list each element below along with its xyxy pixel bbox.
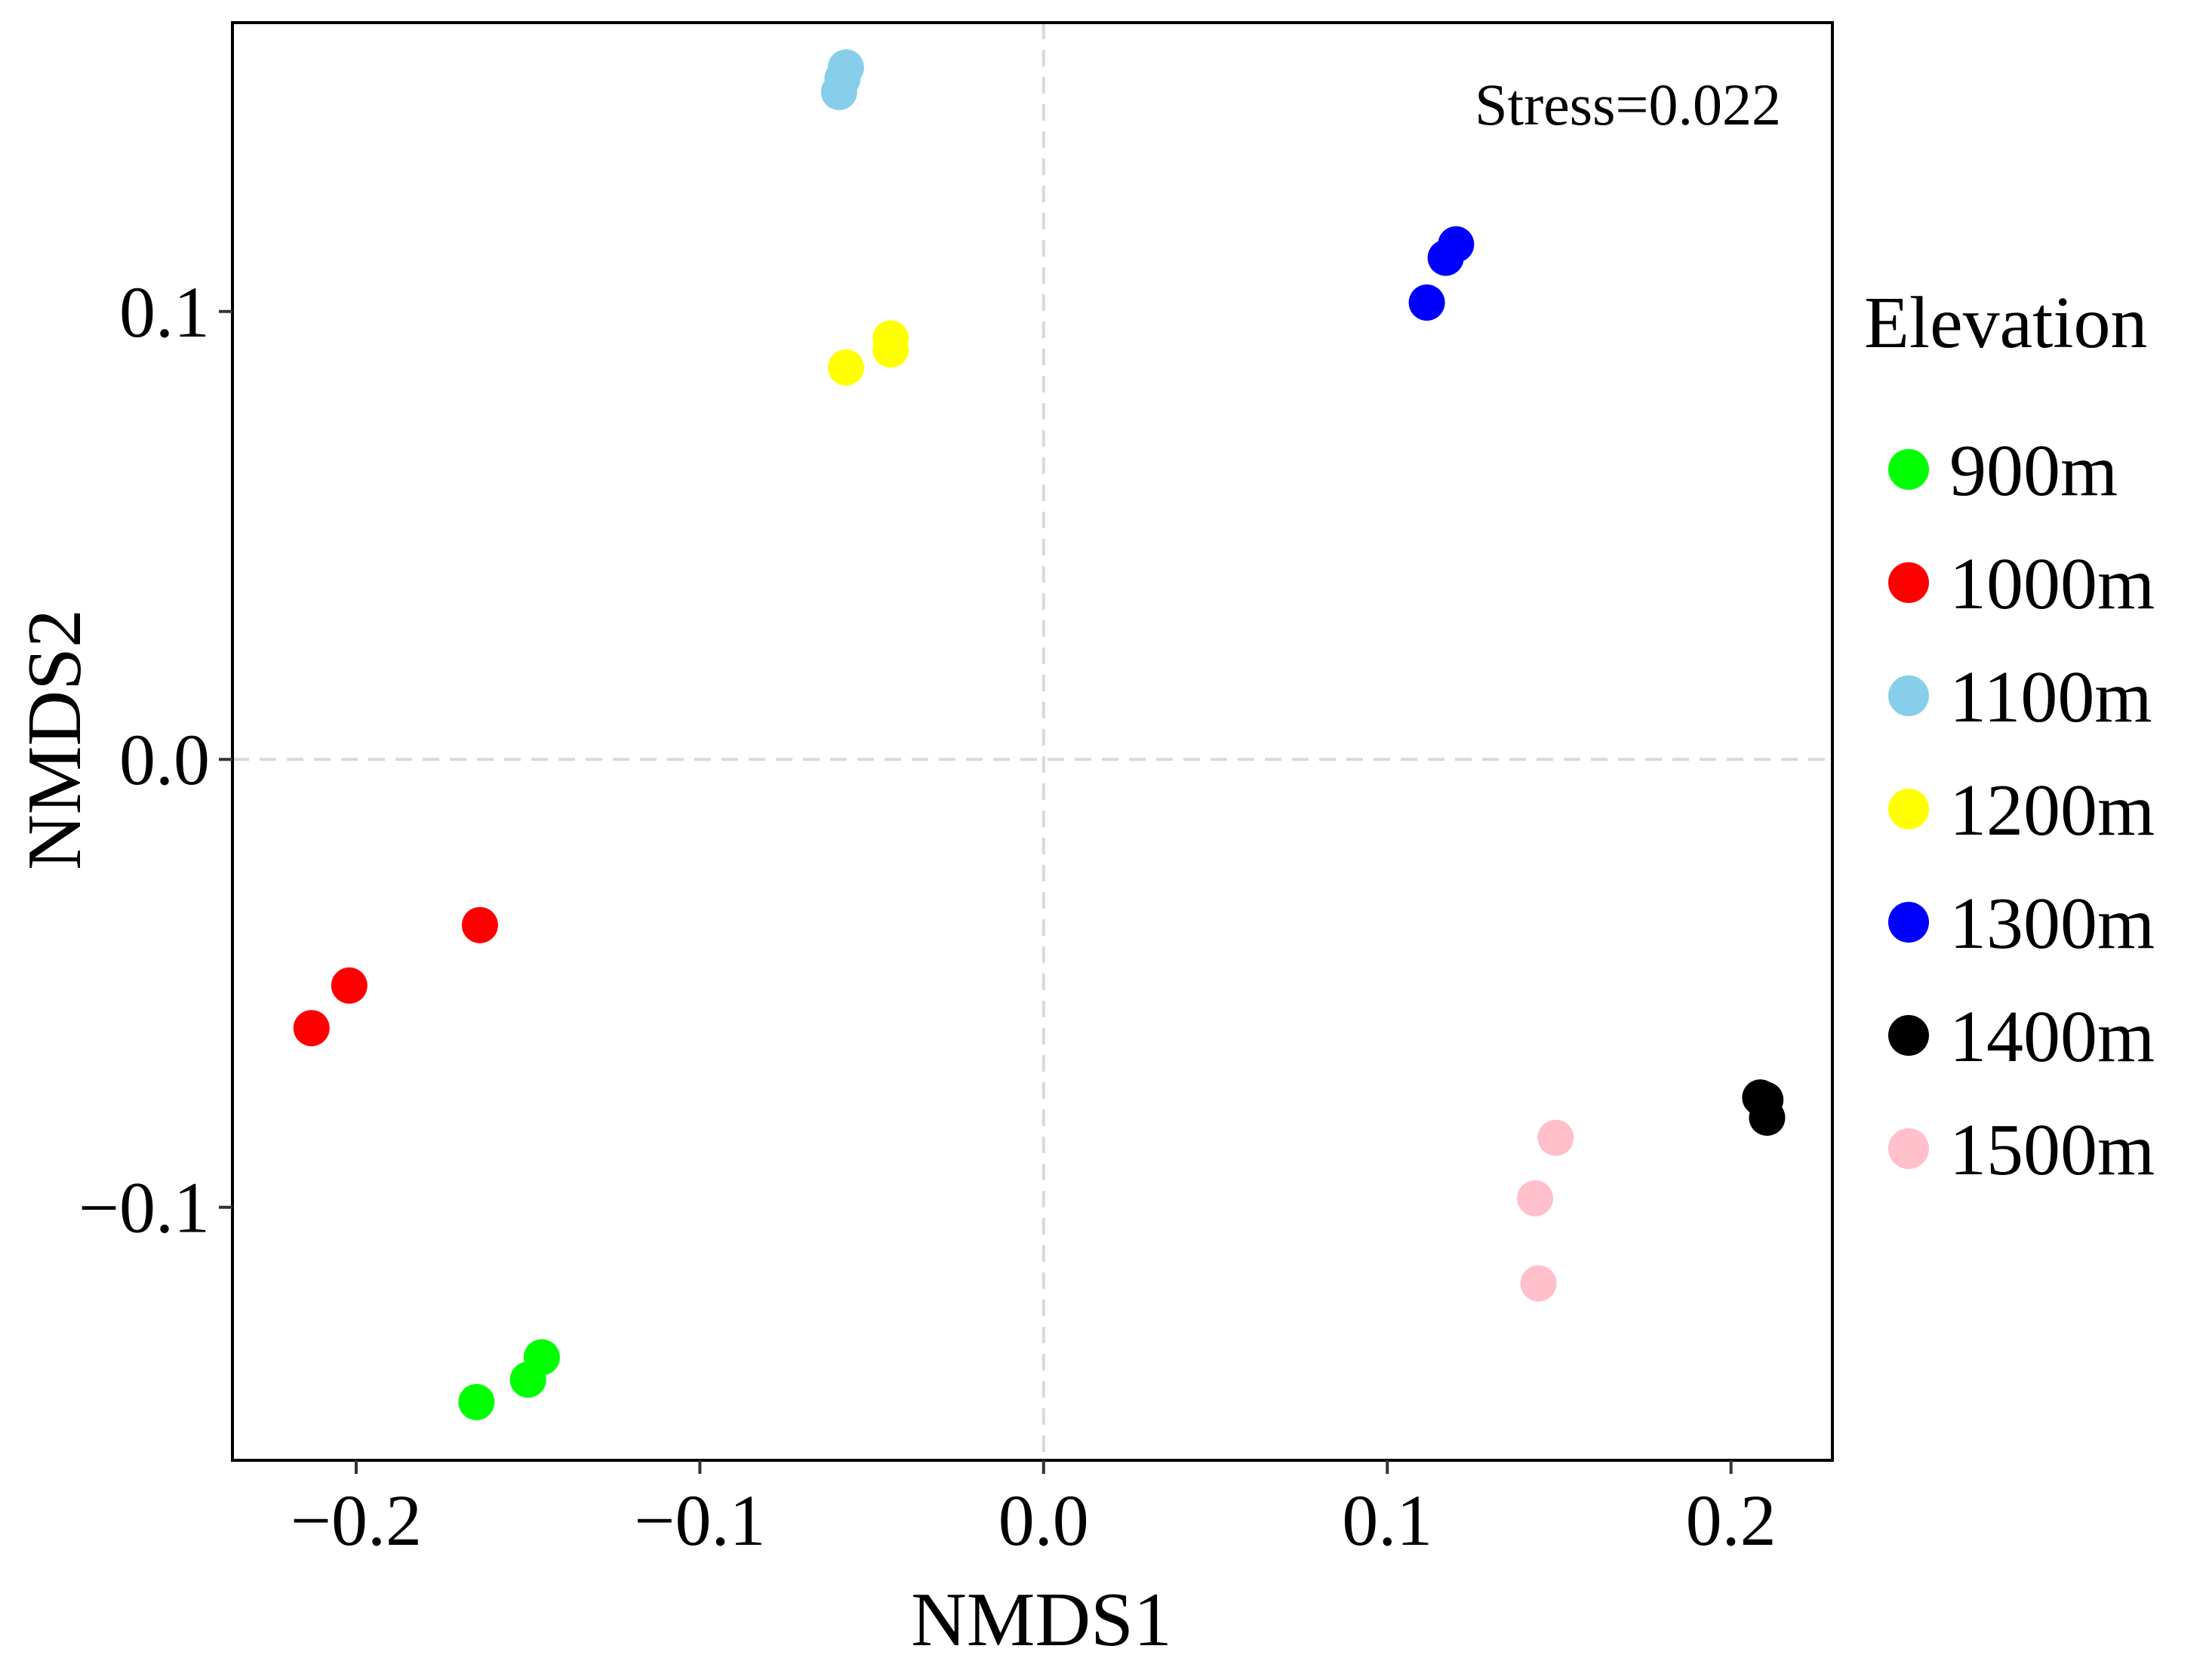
data-point-1200m bbox=[872, 320, 909, 357]
x-tick-label: 0.2 bbox=[1686, 1480, 1777, 1561]
stress-annotation: Stress=0.022 bbox=[1475, 72, 1781, 137]
series-1000m bbox=[293, 906, 498, 1047]
x-tick-label: −0.1 bbox=[634, 1480, 765, 1561]
data-point-1000m bbox=[331, 967, 368, 1004]
x-tick-label: 0.0 bbox=[998, 1480, 1089, 1561]
plot-panel-border bbox=[231, 21, 1834, 1462]
legend-item-1200m: 1200m bbox=[1888, 770, 2155, 851]
legend: Elevation 900m 1000m 1100m 1200m 1300m 1400m 1… bbox=[1864, 282, 2155, 1191]
series-1300m bbox=[1408, 226, 1475, 321]
legend-label: 1000m bbox=[1949, 543, 2155, 625]
legend-item-1500m: 1500m bbox=[1888, 1109, 2155, 1191]
y-tick-label: 0.1 bbox=[119, 272, 210, 352]
y-tick-label: 0.0 bbox=[119, 719, 210, 800]
legend-marker bbox=[1888, 1128, 1929, 1169]
legend-label: 1200m bbox=[1949, 770, 2155, 851]
series-1100m bbox=[820, 49, 864, 110]
data-point-1300m bbox=[1408, 284, 1445, 321]
y-tick-label: −0.1 bbox=[78, 1167, 210, 1248]
legend-label: 1500m bbox=[1949, 1109, 2155, 1191]
legend-item-1300m: 1300m bbox=[1888, 883, 2155, 964]
legend-item-1100m: 1100m bbox=[1888, 657, 2152, 738]
data-point-1000m bbox=[293, 1010, 330, 1047]
legend-marker bbox=[1888, 789, 1929, 829]
reference-lines bbox=[232, 23, 1832, 1460]
legend-marker bbox=[1888, 1015, 1929, 1056]
data-point-1200m bbox=[827, 349, 864, 386]
legend-items: 900m 1000m 1100m 1200m 1300m 1400m 1500m bbox=[1888, 430, 2155, 1191]
legend-marker bbox=[1888, 902, 1929, 943]
legend-marker bbox=[1888, 449, 1929, 490]
legend-label: 1400m bbox=[1949, 996, 2155, 1078]
y-axis-title: NMDS2 bbox=[12, 609, 97, 870]
x-axis-title: NMDS1 bbox=[911, 1577, 1172, 1655]
series-900m bbox=[458, 1339, 560, 1420]
data-point-1000m bbox=[461, 906, 498, 943]
legend-label: 1300m bbox=[1949, 883, 2155, 964]
series-1200m bbox=[827, 320, 909, 386]
data-point-1500m bbox=[1537, 1119, 1574, 1156]
legend-label: 1100m bbox=[1949, 657, 2152, 738]
legend-item-1000m: 1000m bbox=[1888, 543, 2155, 625]
x-tick-label: −0.2 bbox=[291, 1480, 422, 1561]
y-axis-ticks: −0.1 0.0 0.1 bbox=[78, 272, 232, 1248]
data-point-1100m bbox=[827, 49, 864, 86]
legend-item-900m: 900m bbox=[1888, 430, 2118, 512]
data-point-1500m bbox=[1517, 1180, 1554, 1217]
data-point-1300m bbox=[1438, 226, 1475, 263]
data-points bbox=[293, 49, 1786, 1420]
data-point-1500m bbox=[1520, 1265, 1557, 1302]
data-point-1400m bbox=[1749, 1100, 1786, 1137]
x-axis-ticks: −0.2 −0.1 0.0 0.1 0.2 bbox=[291, 1460, 1777, 1561]
legend-marker bbox=[1888, 675, 1929, 716]
legend-item-1400m: 1400m bbox=[1888, 996, 2155, 1078]
series-1400m bbox=[1742, 1079, 1786, 1137]
data-point-900m bbox=[458, 1383, 495, 1420]
series-1500m bbox=[1517, 1119, 1574, 1302]
data-point-900m bbox=[523, 1339, 560, 1376]
legend-title: Elevation bbox=[1864, 282, 2148, 364]
legend-label: 900m bbox=[1949, 430, 2118, 512]
legend-marker bbox=[1888, 562, 1929, 603]
x-tick-label: 0.1 bbox=[1342, 1480, 1432, 1561]
